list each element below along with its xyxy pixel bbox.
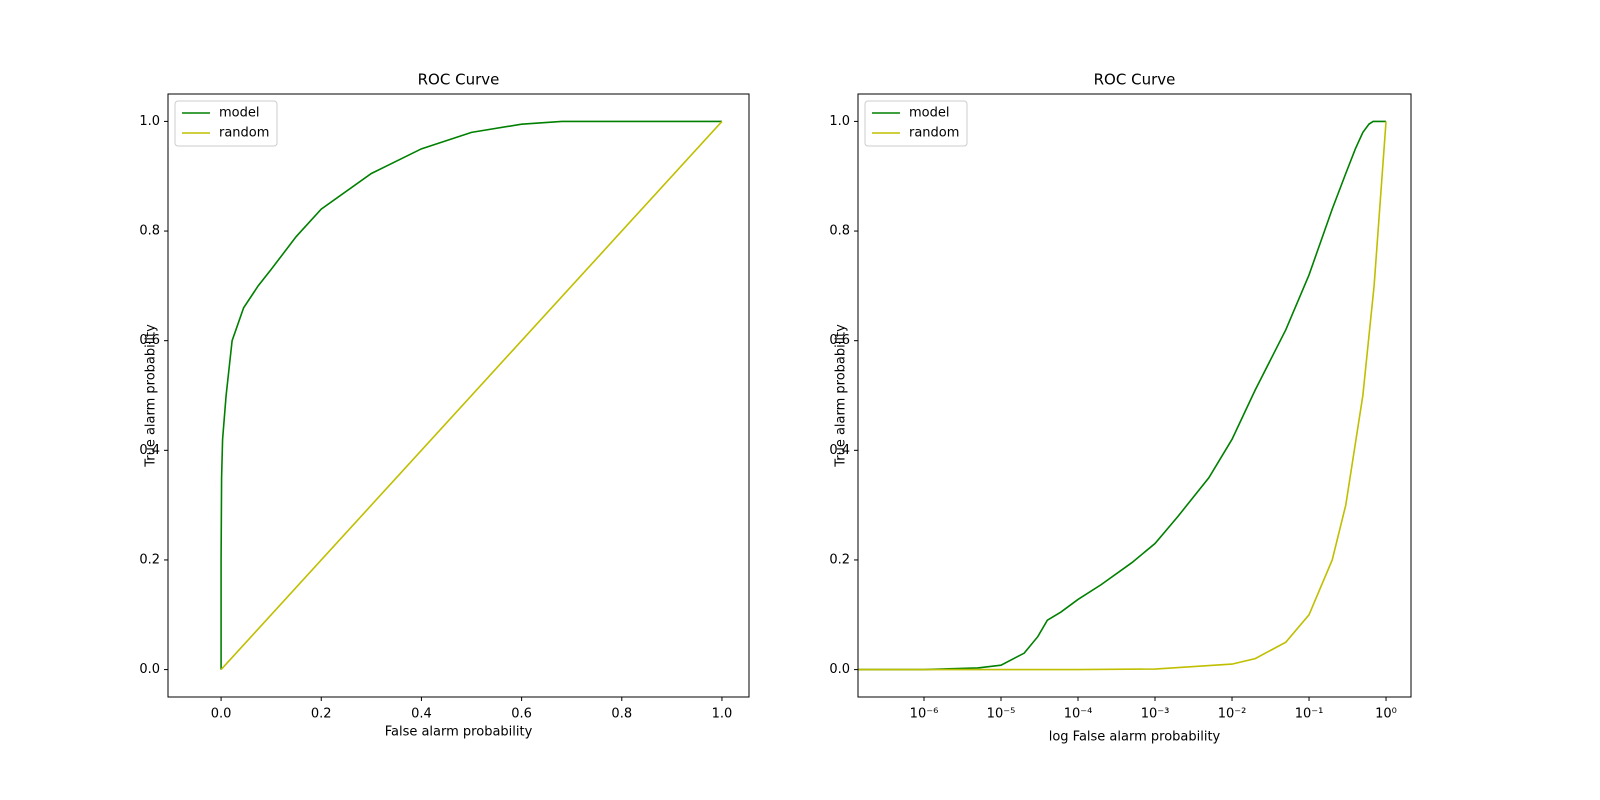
y-tick-label: 0.6 <box>139 333 160 348</box>
y-tick-label: 1.0 <box>139 114 160 129</box>
y-tick-label: 0.4 <box>829 443 850 458</box>
plot-frame <box>857 93 1412 698</box>
x-tick-label: 10⁻⁵ <box>987 707 1016 722</box>
x-tick-label: 0.4 <box>411 707 432 722</box>
x-tick-label: 10⁻¹ <box>1295 707 1324 722</box>
y-tick-label: 0.0 <box>139 662 160 677</box>
x-tick-label: 10⁻⁶ <box>910 707 939 722</box>
y-axis-label: True alarm probability <box>834 324 849 468</box>
line <box>220 120 723 671</box>
x-tick-label: 10⁰ <box>1375 707 1397 722</box>
x-tick-label: 10⁻² <box>1218 707 1247 722</box>
x-tick-label: 10⁻³ <box>1141 707 1170 722</box>
line <box>220 120 722 670</box>
chart-title: ROC Curve <box>418 71 500 89</box>
legend-label: random <box>219 126 269 141</box>
y-tick-label: 0.2 <box>829 552 850 567</box>
legend-label: model <box>219 106 259 121</box>
y-tick-label: 0.6 <box>829 333 850 348</box>
y-tick-label: 0.4 <box>139 443 160 458</box>
x-tick-label: 10⁻⁴ <box>1064 707 1093 722</box>
x-axis-label: log False alarm probability <box>1049 730 1221 745</box>
y-tick-label: 0.8 <box>139 224 160 239</box>
y-tick-label: 1.0 <box>829 114 850 129</box>
legend-label: random <box>909 126 959 141</box>
legend-label: model <box>909 106 949 121</box>
x-tick-label: 0.2 <box>311 707 332 722</box>
y-tick-label: 0.8 <box>829 224 850 239</box>
y-tick-label: 0.0 <box>829 662 850 677</box>
x-tick-label: 1.0 <box>712 707 733 722</box>
line <box>858 121 1387 671</box>
y-axis-label: True alarm probability <box>144 324 159 468</box>
x-tick-label: 0.6 <box>511 707 532 722</box>
x-tick-label: 0.8 <box>611 707 632 722</box>
x-tick-label: 0.0 <box>211 707 232 722</box>
line <box>858 120 1387 671</box>
chart-title: ROC Curve <box>1094 71 1176 89</box>
plot-frame <box>167 93 750 698</box>
x-axis-label: False alarm probability <box>385 725 533 740</box>
y-tick-label: 0.2 <box>139 552 160 567</box>
